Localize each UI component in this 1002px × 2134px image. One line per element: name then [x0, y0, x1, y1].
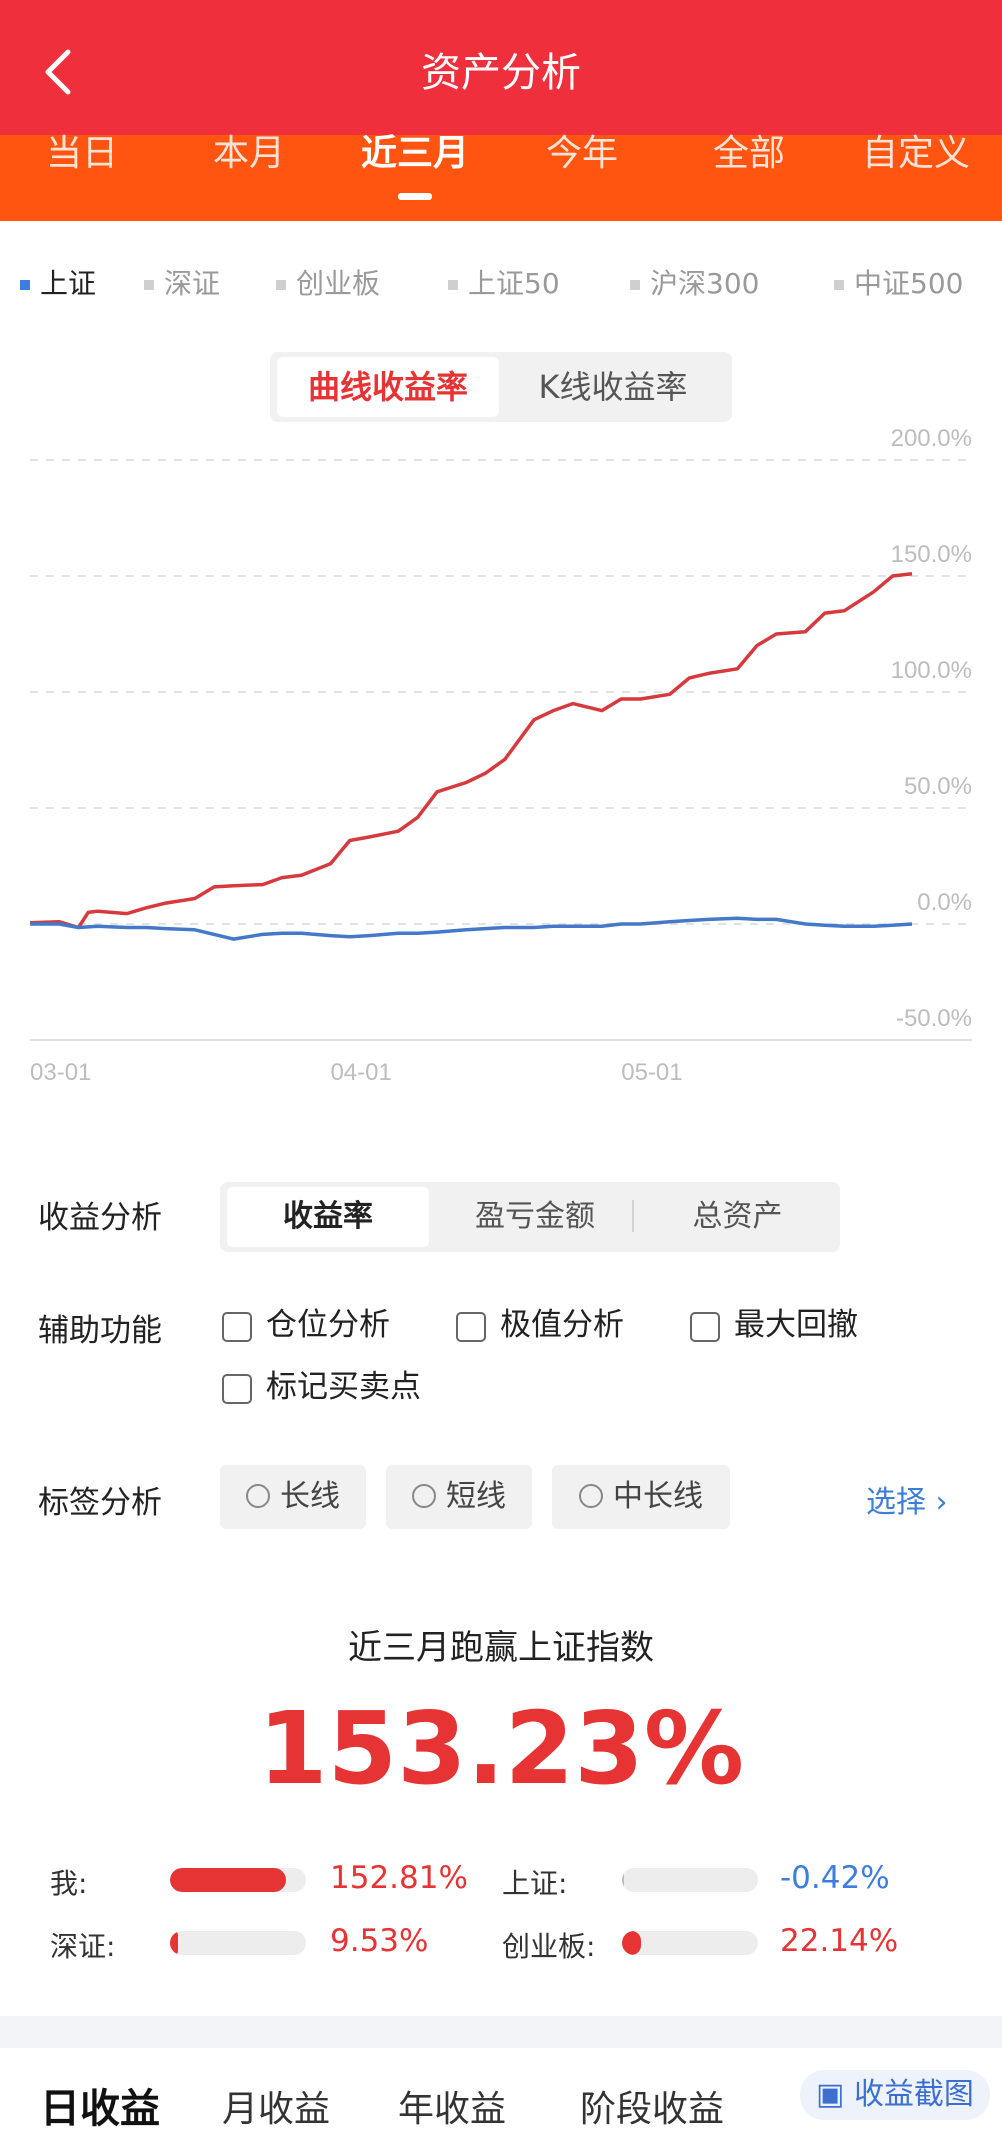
total-assets-option[interactable]: 总资产 — [692, 1199, 783, 1234]
tab-daily-returns[interactable]: 日收益 — [40, 2086, 160, 2132]
tag-long-term[interactable]: 长线 — [220, 1465, 366, 1529]
screenshot-button[interactable]: ▣ 收益截图 — [800, 2070, 990, 2120]
aux-functions-label: 辅助功能 — [38, 1313, 162, 1349]
compare-value-shenzhen: 9.53% — [330, 1923, 429, 1959]
index-chinext[interactable]: 创业板 — [276, 262, 380, 302]
image-icon: ▣ — [816, 2077, 854, 2112]
checkbox-icon — [690, 1311, 720, 1342]
tab-this-month[interactable]: 本月 — [212, 133, 285, 174]
compare-label-me: 我: — [50, 1867, 88, 1900]
page-title: 资产分析 — [421, 50, 581, 96]
tab-monthly-returns[interactable]: 月收益 — [222, 2089, 331, 2130]
series-line-shanghai — [30, 916, 913, 941]
legend-square-icon — [834, 280, 844, 290]
extremum-analysis-checkbox[interactable]: 极值分析 — [456, 1305, 624, 1345]
compare-bar-shenzhen — [170, 1931, 306, 1955]
profit-loss-option[interactable]: 盈亏金额 — [475, 1199, 595, 1234]
y-tick-label: 100.0% — [891, 657, 972, 684]
tab-last-three-months[interactable]: 近三月 — [345, 135, 485, 221]
index-shanghai[interactable]: 上证 — [20, 262, 96, 302]
compare-bar-fill — [170, 1868, 286, 1892]
position-analysis-checkbox[interactable]: 仓位分析 — [222, 1305, 390, 1345]
compare-label-chinext: 创业板: — [502, 1930, 596, 1963]
active-tab-indicator — [398, 193, 432, 200]
compare-value-me: 152.81% — [330, 1860, 468, 1896]
outperform-value: 153.23% — [257, 1690, 745, 1807]
section-divider — [0, 2016, 1002, 2048]
compare-bar-fill — [622, 1868, 624, 1892]
x-tick-label: 05-01 — [621, 1059, 682, 1086]
segment-divider — [632, 1200, 634, 1232]
compare-bar-fill — [622, 1931, 642, 1955]
y-tick-label: -50.0% — [896, 1005, 972, 1032]
radio-icon — [412, 1483, 436, 1508]
checkbox-icon — [456, 1311, 486, 1342]
checkbox-icon — [222, 1373, 252, 1404]
compare-bar-shanghai — [622, 1868, 758, 1892]
radio-icon — [579, 1483, 603, 1508]
y-tick-label: 0.0% — [917, 889, 972, 916]
index-csi500[interactable]: 中证500 — [834, 262, 963, 302]
app-header: 资产分析 — [0, 0, 1002, 135]
max-drawdown-checkbox[interactable]: 最大回撤 — [690, 1305, 858, 1345]
chevron-right-icon: › — [935, 1485, 948, 1520]
x-tick-label: 03-01 — [30, 1059, 91, 1086]
compare-bar-fill — [170, 1931, 179, 1955]
legend-square-icon — [448, 280, 458, 290]
series-line-mine — [29, 571, 913, 930]
index-selector: 上证 深证 创业板 上证50 沪深300 中证500 — [0, 262, 1002, 302]
legend-square-icon — [20, 280, 30, 290]
x-tick-label: 04-01 — [330, 1059, 391, 1086]
index-csi300[interactable]: 沪深300 — [630, 262, 759, 302]
tab-yearly-returns[interactable]: 年收益 — [398, 2089, 507, 2130]
index-shenzhen[interactable]: 深证 — [144, 262, 220, 302]
index-sse50[interactable]: 上证50 — [448, 262, 560, 302]
tab-all[interactable]: 全部 — [712, 133, 785, 174]
y-tick-label: 150.0% — [891, 541, 972, 568]
chart-mode-toggle: 曲线收益率 K线收益率 — [270, 352, 732, 422]
tab-stage-returns[interactable]: 阶段收益 — [580, 2089, 725, 2130]
radio-icon — [246, 1483, 270, 1508]
mark-trades-checkbox[interactable]: 标记买卖点 — [222, 1367, 421, 1407]
tag-mid-long-term[interactable]: 中长线 — [552, 1465, 730, 1529]
compare-bar-chinext — [622, 1931, 758, 1955]
tab-custom[interactable]: 自定义 — [861, 133, 970, 174]
chevron-left-icon[interactable] — [40, 48, 80, 96]
compare-label-shenzhen: 深证: — [50, 1930, 116, 1963]
returns-line-chart[interactable]: 200.0% 150.0% 100.0% 50.0% 0.0% -50.0% 03-01 04… — [0, 420, 1002, 1120]
compare-value-chinext: 22.14% — [780, 1923, 899, 1959]
checkbox-icon — [222, 1311, 252, 1342]
compare-bar-me — [170, 1868, 306, 1892]
legend-square-icon — [276, 280, 286, 290]
tag-analysis-label: 标签分析 — [38, 1485, 162, 1521]
curve-return-toggle[interactable]: 曲线收益率 — [277, 357, 499, 417]
select-tag-link[interactable]: 选择 › — [866, 1485, 948, 1520]
compare-label-shanghai: 上证: — [502, 1867, 568, 1900]
y-tick-label: 200.0% — [891, 425, 972, 452]
outperform-title: 近三月跑赢上证指数 — [348, 1628, 654, 1668]
return-rate-option[interactable]: 收益率 — [227, 1187, 429, 1247]
legend-square-icon — [144, 280, 154, 290]
period-tabs: 当日 本月 近三月 今年 全部 自定义 — [0, 135, 1002, 221]
y-tick-label: 50.0% — [904, 773, 972, 800]
kline-return-toggle[interactable]: K线收益率 — [538, 368, 688, 406]
earnings-analysis-label: 收益分析 — [38, 1200, 162, 1236]
compare-value-shanghai: -0.42% — [780, 1860, 890, 1896]
legend-square-icon — [630, 280, 640, 290]
earnings-analysis-selector: 收益率 盈亏金额 总资产 — [220, 1182, 840, 1252]
tag-short-term[interactable]: 短线 — [386, 1465, 532, 1529]
tab-today[interactable]: 当日 — [45, 133, 118, 174]
tab-this-year[interactable]: 今年 — [545, 133, 618, 174]
